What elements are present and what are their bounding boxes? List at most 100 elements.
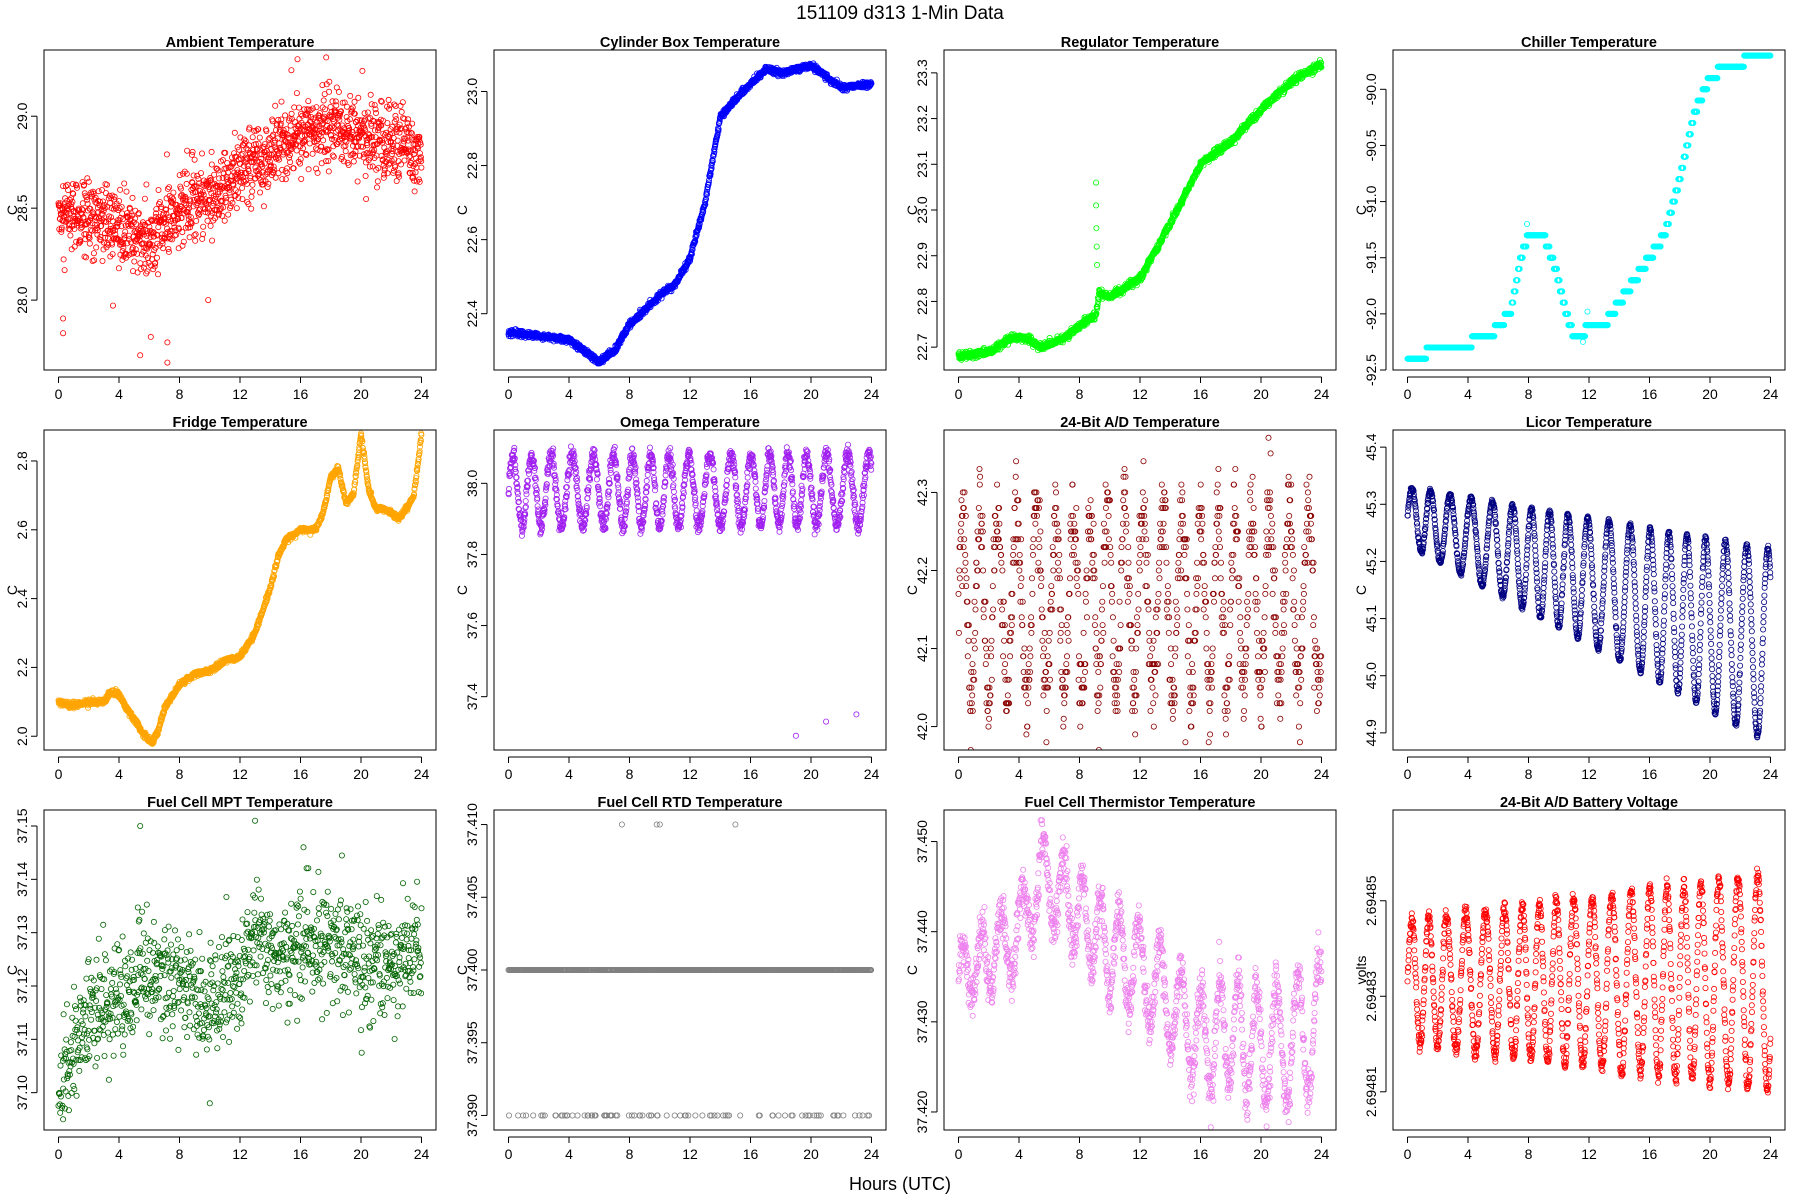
- data-point: [406, 153, 413, 160]
- data-point: [314, 146, 321, 153]
- data-point: [239, 184, 246, 191]
- data-point: [345, 125, 352, 132]
- data-point: [144, 268, 151, 275]
- data-point: [179, 242, 186, 249]
- data-point: [60, 315, 67, 322]
- data-point: [407, 170, 414, 177]
- data-point: [229, 181, 236, 188]
- data-point: [151, 263, 158, 270]
- data-point: [351, 98, 358, 105]
- data-point: [352, 148, 359, 155]
- data-point: [282, 176, 289, 183]
- data-point: [364, 109, 371, 116]
- data-point: [242, 138, 249, 145]
- data-point: [126, 232, 133, 239]
- data-point: [373, 166, 380, 173]
- data-point: [325, 157, 332, 164]
- data-point: [610, 350, 617, 357]
- data-point: [383, 129, 390, 136]
- data-point: [294, 56, 301, 63]
- data-point: [246, 124, 253, 131]
- data-point: [389, 142, 396, 149]
- data-point: [111, 193, 118, 200]
- data-point: [290, 165, 297, 172]
- data-point: [284, 131, 291, 138]
- data-point: [69, 190, 76, 197]
- y-tick-label: 23.1: [914, 150, 930, 177]
- data-point: [1179, 200, 1186, 207]
- data-point: [407, 129, 414, 136]
- data-point: [67, 232, 74, 239]
- data-point: [68, 201, 75, 208]
- data-point: [363, 140, 370, 147]
- data-point: [372, 106, 379, 113]
- data-point: [161, 219, 168, 226]
- data-point: [375, 164, 382, 171]
- data-point: [1093, 179, 1100, 186]
- data-point: [189, 179, 196, 186]
- data-point: [318, 143, 325, 150]
- data-point: [230, 181, 237, 188]
- x-tick-label: 24: [1314, 386, 1330, 402]
- data-point: [110, 302, 117, 309]
- data-point: [316, 110, 323, 117]
- data-point: [363, 150, 370, 157]
- data-point: [1094, 261, 1101, 268]
- data-point: [118, 223, 125, 230]
- x-tick-label: 16: [743, 386, 759, 402]
- data-point: [206, 197, 213, 204]
- data-point: [235, 189, 242, 196]
- data-point: [305, 98, 312, 105]
- data-point: [66, 200, 73, 207]
- data-point: [286, 154, 293, 161]
- data-point: [328, 123, 335, 130]
- data-point: [240, 162, 247, 169]
- data-point: [275, 170, 282, 177]
- data-point: [239, 141, 246, 148]
- data-point: [73, 216, 80, 223]
- data-point: [227, 202, 234, 209]
- data-point: [1162, 232, 1169, 239]
- data-point: [689, 246, 696, 253]
- panel-title: Chiller Temperature: [1521, 35, 1657, 51]
- data-point: [266, 151, 273, 158]
- data-point: [286, 151, 293, 158]
- data-point: [165, 248, 172, 255]
- data-point: [58, 228, 65, 235]
- data-point: [340, 158, 347, 165]
- data-point: [220, 204, 227, 211]
- data-point: [194, 172, 201, 179]
- x-tick-label: 4: [115, 386, 123, 402]
- data-point: [418, 158, 425, 165]
- data-point: [335, 123, 342, 130]
- x-tick-label: 4: [565, 386, 573, 402]
- data-point: [392, 164, 399, 171]
- data-point: [180, 238, 187, 245]
- data-point: [355, 94, 362, 101]
- data-point: [325, 146, 332, 153]
- data-point: [233, 205, 240, 212]
- data-point: [314, 169, 321, 176]
- data-point: [635, 315, 642, 322]
- data-point: [1423, 355, 1430, 362]
- data-point: [347, 92, 354, 99]
- x-tick-label: 8: [626, 386, 634, 402]
- data-point: [267, 162, 274, 169]
- data-point: [70, 190, 77, 197]
- data-point: [147, 333, 154, 340]
- data-point: [241, 136, 248, 143]
- data-point: [117, 186, 124, 193]
- data-point: [271, 166, 278, 173]
- data-point: [248, 193, 255, 200]
- data-point: [406, 123, 413, 130]
- data-point: [313, 165, 320, 172]
- data-point: [293, 147, 300, 154]
- data-point: [287, 159, 294, 166]
- data-point: [703, 188, 710, 195]
- data-point: [199, 235, 206, 242]
- data-point: [377, 97, 384, 104]
- data-point: [122, 228, 129, 235]
- data-point: [380, 130, 387, 137]
- y-tick-label: 22.4: [464, 300, 480, 327]
